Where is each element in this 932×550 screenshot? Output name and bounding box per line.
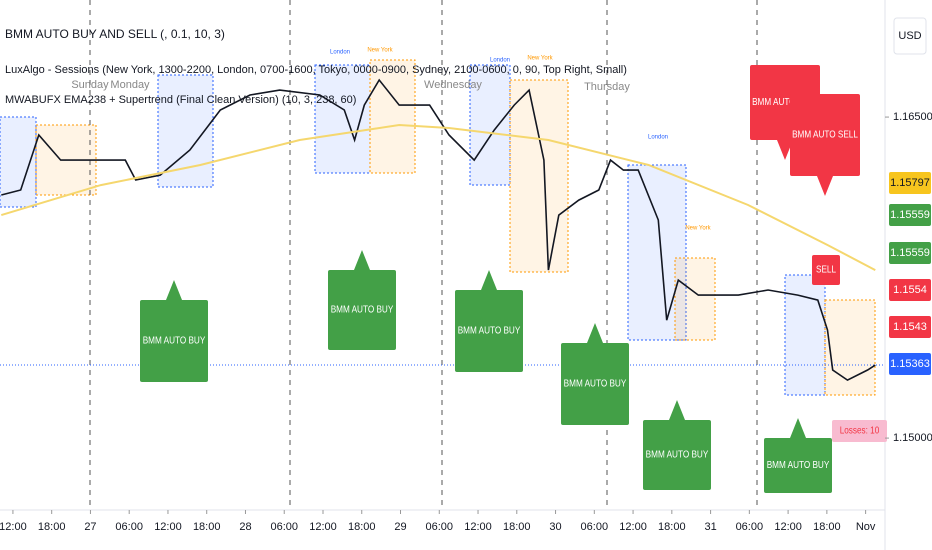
annotation-box (812, 255, 840, 285)
currency-box[interactable] (893, 17, 927, 55)
indicator-title: MWABUFX EMA238 + Supertrend (Final Clean… (5, 94, 356, 106)
x-tick-label: 06:00 (115, 521, 143, 533)
annotation-arrow (166, 280, 182, 300)
x-tick-label: 18:00 (193, 521, 221, 533)
price-badge-label: 1.1554 (893, 284, 927, 296)
day-label: Thursday (584, 81, 630, 93)
annotation: BMM AUTO BUY (646, 449, 709, 460)
annotation-arrow (817, 176, 833, 196)
annotation: BMM AUTO BUY (143, 335, 206, 346)
session-box (509, 79, 569, 273)
session-label: New York (685, 226, 711, 232)
annotation: Losses: 10 (840, 425, 880, 436)
day-label: Monday (110, 79, 150, 91)
annotation: BMM AUTO SELL (752, 96, 818, 107)
x-tick-label: 18:00 (503, 521, 531, 533)
session-box (784, 274, 826, 396)
price-badge (889, 172, 931, 194)
annotation-arrow (354, 250, 370, 270)
session-label: London (490, 58, 510, 64)
x-tick-label: 12:00 (774, 521, 802, 533)
annotation: BMM AUTO BUY (767, 459, 830, 470)
overlay: BMM AUTO BUY BMM AUTO BUY BMM AUTO BUY BMM … (140, 65, 887, 493)
x-tick-label: Nov (856, 521, 876, 533)
x-tick-label: 12:00 (154, 521, 182, 533)
session-box (314, 64, 371, 174)
y-tick-label: 1.15000 (893, 432, 932, 444)
x-tick-label: 31 (704, 521, 716, 533)
annotation-arrow (790, 418, 806, 438)
annotation: SELL (816, 264, 836, 275)
x-tick-label: 18:00 (38, 521, 66, 533)
session-box (824, 299, 876, 396)
session-box (627, 164, 687, 341)
price-badge (889, 279, 931, 301)
x-tick-label: 12:00 (0, 521, 27, 533)
price-badge-label: 1.15559 (890, 209, 930, 221)
annotation-box (328, 270, 396, 350)
price-badge-label: 1.15363 (890, 358, 930, 370)
annotation-box (140, 300, 208, 382)
session-label: New York (527, 56, 553, 62)
marks (1, 78, 876, 382)
annotation-box (643, 420, 711, 490)
annotation-box (832, 420, 887, 442)
annotation-arrow (777, 140, 793, 160)
annotation: BMM AUTO BUY (564, 378, 627, 389)
indicator-title: BMM AUTO BUY AND SELL (, 0.1, 10, 3) (5, 27, 225, 41)
session-box (369, 59, 416, 174)
session-label: New York (367, 48, 393, 54)
session-label: London (648, 135, 668, 141)
x-tick-label: 30 (549, 521, 561, 533)
annotation-box (764, 438, 832, 493)
x-tick-label: 18:00 (348, 521, 376, 533)
day-label: Wednesday (424, 79, 482, 91)
y-tick-label: 1.16500 (893, 111, 932, 123)
price-badge-label: 1.1543 (893, 321, 927, 333)
x-tick-label: 28 (239, 521, 251, 533)
x-tick-label: 06:00 (581, 521, 609, 533)
price-line (1, 123, 876, 271)
price-badge-label: 1.15797 (890, 177, 930, 189)
annotation-arrow (587, 323, 603, 343)
annotation: BMM AUTO BUY (458, 325, 521, 336)
session-box (469, 64, 511, 186)
x-tick-label: 27 (84, 521, 96, 533)
session-box (674, 257, 716, 341)
price-line (1, 78, 876, 382)
annotation-box (455, 290, 523, 372)
x-tick-label: 12:00 (464, 521, 492, 533)
price-badge-label: 1.15559 (890, 247, 930, 259)
x-tick-label: 29 (394, 521, 406, 533)
day-label: Sunday (71, 79, 109, 91)
price-badge (889, 242, 931, 264)
price-badge (889, 204, 931, 226)
annotation-box (561, 343, 629, 425)
annotation-arrow (669, 400, 685, 420)
annotation: BMM AUTO BUY (331, 304, 394, 315)
annotation-box (790, 94, 860, 176)
x-tick-label: 06:00 (426, 521, 454, 533)
currency[interactable]: USD (898, 30, 921, 42)
price-badge (889, 316, 931, 338)
x-tick-label: 18:00 (813, 521, 841, 533)
x-tick-label: 12:00 (309, 521, 337, 533)
price-badge (889, 353, 931, 375)
x-tick-label: 18:00 (658, 521, 686, 533)
x-tick-label: 12:00 (619, 521, 647, 533)
x-tick-label: 06:00 (270, 521, 298, 533)
annotation: BMM AUTO SELL (792, 129, 858, 140)
x-tick-label: 06:00 (736, 521, 764, 533)
indicator-title: LuxAlgo - Sessions (New York, 1300-2200,… (5, 64, 627, 76)
session-label: London (330, 50, 350, 56)
annotation-arrow (481, 270, 497, 290)
